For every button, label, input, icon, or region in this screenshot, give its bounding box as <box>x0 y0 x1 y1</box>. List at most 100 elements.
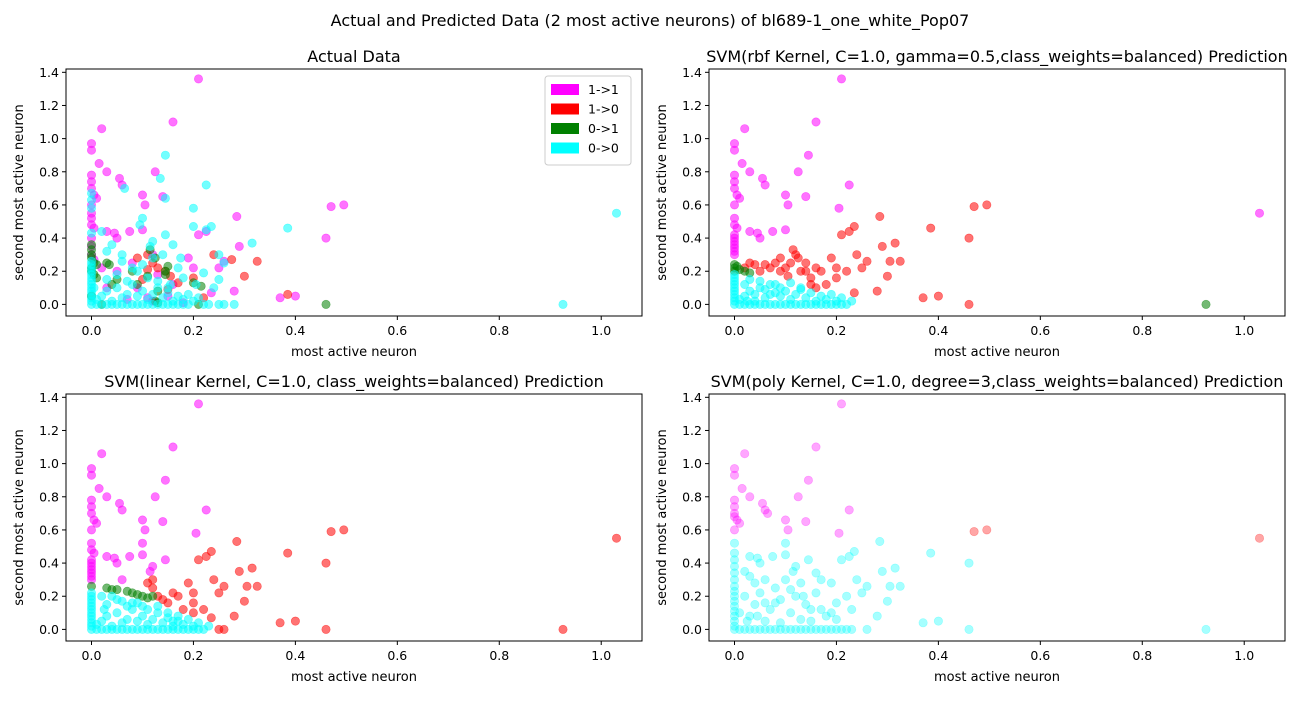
data-point <box>143 273 153 283</box>
data-point <box>168 117 178 127</box>
data-point <box>227 255 237 265</box>
data-point <box>178 273 188 283</box>
data-point <box>831 263 841 273</box>
data-point <box>745 227 755 237</box>
chart-panel-2: SVM(rbf Kernel, C=1.0, gamma=0.5,class_w… <box>655 47 1288 360</box>
data-point <box>99 604 109 614</box>
data-point <box>760 575 770 585</box>
data-point <box>806 288 816 298</box>
data-point <box>239 596 249 606</box>
y-tick-label: 1.4 <box>682 65 702 80</box>
data-point <box>801 624 811 634</box>
data-point <box>729 601 739 611</box>
y-tick-label: 0.4 <box>682 231 702 246</box>
y-tick-label: 1.0 <box>39 456 59 471</box>
data-point <box>209 575 219 585</box>
data-point <box>775 595 785 605</box>
data-point <box>107 296 117 306</box>
data-point <box>191 528 201 538</box>
data-point <box>760 284 770 294</box>
data-point <box>188 588 198 598</box>
data-point <box>321 299 331 309</box>
data-point <box>831 273 841 283</box>
data-point <box>816 575 826 585</box>
data-point <box>199 268 209 278</box>
x-tick-label: 0.0 <box>725 648 745 663</box>
data-point <box>97 227 107 237</box>
data-point <box>160 555 170 565</box>
data-point <box>97 124 107 134</box>
data-point <box>745 624 755 634</box>
data-point <box>742 616 752 626</box>
data-point <box>803 555 813 565</box>
data-point <box>780 624 790 634</box>
data-point <box>844 180 854 190</box>
data-point <box>204 621 214 631</box>
chart-panel-3: SVM(linear Kernel, C=1.0, class_weights=… <box>12 372 643 685</box>
data-point <box>729 568 739 578</box>
data-point <box>806 616 816 626</box>
data-point <box>834 203 844 213</box>
data-point <box>847 296 857 306</box>
y-tick-label: 0.4 <box>39 556 59 571</box>
data-point <box>737 483 747 493</box>
data-point <box>112 233 122 243</box>
y-axis-label: second most active neuron <box>12 429 27 606</box>
data-point <box>87 188 97 198</box>
data-point <box>831 624 841 634</box>
y-tick-label: 0.8 <box>682 489 702 504</box>
legend-swatch <box>551 142 579 154</box>
data-point <box>737 159 747 169</box>
data-point <box>275 293 285 303</box>
data-point <box>801 258 811 268</box>
data-point <box>252 256 262 266</box>
legend-swatch <box>551 103 579 115</box>
x-tick-label: 1.0 <box>1234 323 1254 338</box>
data-point <box>862 624 872 634</box>
data-point <box>102 246 112 256</box>
data-point <box>755 558 765 568</box>
data-point <box>117 250 127 260</box>
data-point <box>783 200 793 210</box>
data-point <box>1255 208 1265 218</box>
data-point <box>740 279 750 289</box>
chart-title: SVM(linear Kernel, C=1.0, class_weights=… <box>104 372 604 392</box>
data-point <box>183 614 193 624</box>
y-tick-label: 0.2 <box>682 589 702 604</box>
chart-panel-4: SVM(poly Kernel, C=1.0, degree=3,class_w… <box>655 372 1286 685</box>
data-point <box>232 536 242 546</box>
data-point <box>740 124 750 134</box>
data-point <box>780 225 790 235</box>
data-point <box>168 240 178 250</box>
data-point <box>160 193 170 203</box>
data-point <box>760 260 770 270</box>
data-point <box>729 611 739 621</box>
data-point <box>803 475 813 485</box>
data-point <box>89 283 99 293</box>
data-point <box>155 173 165 183</box>
data-point <box>158 250 168 260</box>
data-point <box>1201 299 1211 309</box>
x-tick-label: 1.0 <box>591 323 611 338</box>
y-tick-label: 0.6 <box>39 197 59 212</box>
data-point <box>760 624 770 634</box>
x-tick-label: 0.6 <box>1030 323 1050 338</box>
data-point <box>112 270 122 280</box>
x-tick-label: 0.4 <box>928 648 948 663</box>
data-point <box>885 581 895 591</box>
data-point <box>842 591 852 601</box>
data-point <box>117 505 127 515</box>
x-tick-label: 0.4 <box>928 323 948 338</box>
data-point <box>160 475 170 485</box>
y-tick-label: 0.0 <box>682 297 702 312</box>
y-tick-label: 1.0 <box>682 456 702 471</box>
data-point <box>117 575 127 585</box>
data-point <box>801 266 811 276</box>
x-tick-label: 0.8 <box>1132 648 1152 663</box>
data-point <box>132 253 142 263</box>
data-point <box>735 193 745 203</box>
data-point <box>780 515 790 525</box>
data-point <box>768 227 778 237</box>
data-point <box>801 599 811 609</box>
data-point <box>204 299 214 309</box>
